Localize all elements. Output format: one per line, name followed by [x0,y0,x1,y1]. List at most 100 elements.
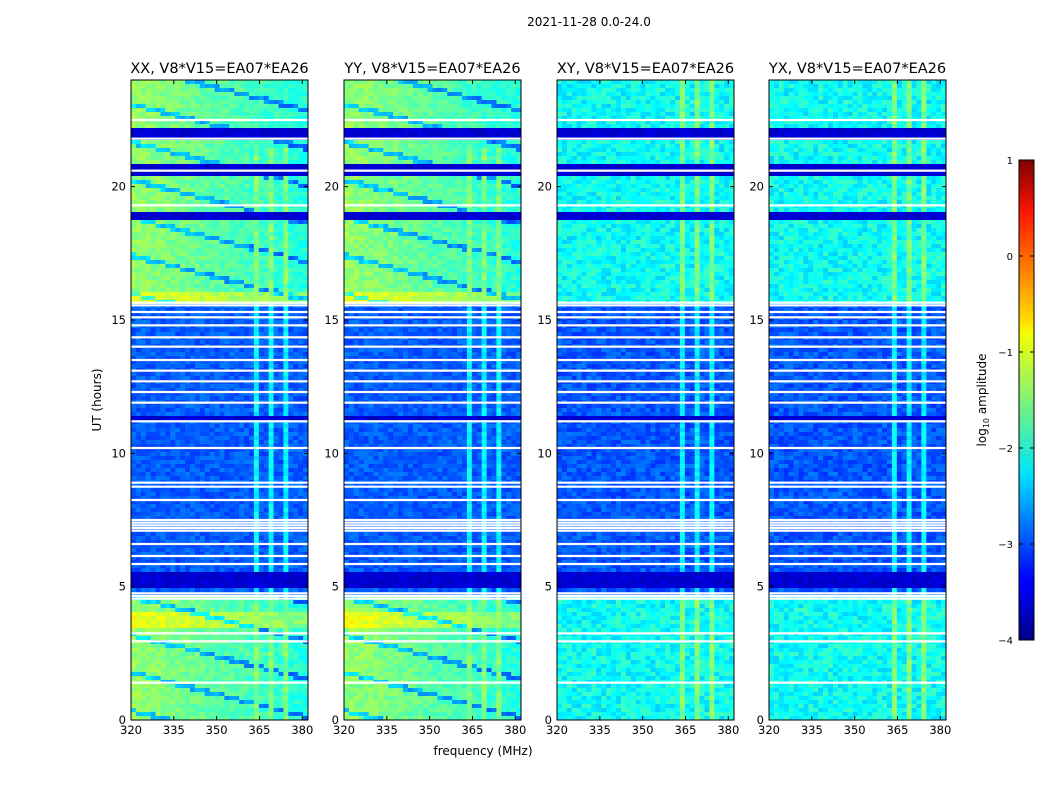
heatmap-cell [200,172,205,176]
heatmap-cell [156,152,161,156]
heatmap-cell [180,276,185,280]
heatmap-cell [283,224,288,228]
heatmap-cell [185,192,190,196]
heatmap-cell [180,228,185,232]
heatmap-cell [259,244,264,248]
heatmap-cell [165,272,170,276]
heatmap-cell [224,252,229,256]
heatmap-cell [131,80,136,84]
heatmap-cell [239,104,244,108]
heatmap-cell [170,236,175,240]
heatmap-cell [151,132,156,136]
heatmap-cell [136,272,141,276]
heatmap-cell [195,88,200,92]
heatmap-cell [234,200,239,204]
heatmap-cell [239,160,244,164]
heatmap-cell [215,192,220,196]
heatmap-cell [215,124,220,128]
heatmap-cell [151,268,156,272]
heatmap-cell [293,220,298,224]
heatmap-cell [195,248,200,252]
heatmap-cell [224,160,229,164]
heatmap-cell [220,84,225,88]
heatmap-cell [195,180,200,184]
heatmap-cell [161,268,166,272]
heatmap-cell [274,152,279,156]
heatmap-cell [283,240,288,244]
heatmap-cell [259,252,264,256]
heatmap-cell [165,152,170,156]
heatmap-cell [161,108,166,112]
heatmap-cell [254,228,259,232]
heatmap-cell [170,104,175,108]
heatmap-cell [200,144,205,148]
heatmap-cell [205,156,210,160]
heatmap-cell [239,220,244,224]
heatmap-cell [229,172,234,176]
heatmap-cell [220,248,225,252]
heatmap-cell [205,88,210,92]
heatmap-cell [170,172,175,176]
heatmap-cell [156,148,161,152]
heatmap-cell [259,208,264,212]
heatmap-cell [274,164,279,168]
heatmap-cell [274,140,279,144]
heatmap-cell [180,124,185,128]
heatmap-cell [269,272,274,276]
heatmap-cell [288,184,293,188]
heatmap-cell [175,188,180,192]
heatmap-cell [220,196,225,200]
heatmap-cell [165,144,170,148]
heatmap-cell [141,164,146,168]
heatmap-cell [244,172,249,176]
heatmap-cell [259,164,264,168]
heatmap-cell [165,240,170,244]
heatmap-cell [254,252,259,256]
heatmap-cell [136,88,141,92]
heatmap-cell [293,272,298,276]
heatmap-cell [239,112,244,116]
heatmap-cell [224,224,229,228]
heatmap-cell [279,124,284,128]
heatmap-cell [269,100,274,104]
heatmap-cell [170,200,175,204]
heatmap-cell [185,256,190,260]
heatmap-cell [244,80,249,84]
heatmap-cell [151,80,156,84]
heatmap-cell [224,232,229,236]
heatmap-cell [175,220,180,224]
heatmap-cell [170,212,175,216]
heatmap-cell [131,112,136,116]
heatmap-cell [288,132,293,136]
heatmap-cell [136,212,141,216]
heatmap-cell [146,84,151,88]
heatmap-cell [205,160,210,164]
heatmap-cell [283,88,288,92]
heatmap-cell [254,180,259,184]
heatmap-cell [224,256,229,260]
heatmap-cell [229,104,234,108]
heatmap-cell [254,104,259,108]
heatmap-cell [298,252,303,256]
heatmap-cell [288,100,293,104]
heatmap-cell [161,100,166,104]
heatmap-cell [288,144,293,148]
heatmap-cell [131,160,136,164]
heatmap-cell [249,144,254,148]
heatmap-cell [180,152,185,156]
heatmap-cell [205,104,210,108]
heatmap-cell [200,224,205,228]
heatmap-cell [259,260,264,264]
heatmap-cell [220,212,225,216]
heatmap-cell [274,84,279,88]
heatmap-cell [264,112,269,116]
heatmap-cell [249,184,254,188]
heatmap-cell [156,268,161,272]
heatmap-cell [220,148,225,152]
heatmap-cell [170,244,175,248]
heatmap-cell [224,212,229,216]
heatmap-cell [229,220,234,224]
heatmap-cell [175,132,180,136]
heatmap-cell [136,92,141,96]
heatmap-cell [200,160,205,164]
